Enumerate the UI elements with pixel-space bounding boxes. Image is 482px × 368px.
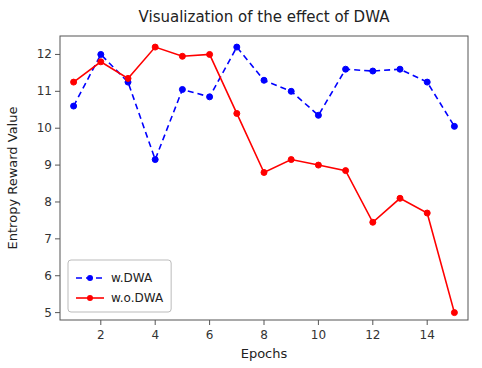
y-tick-label: 7 — [44, 232, 52, 246]
x-tick-label: 6 — [206, 328, 214, 342]
y-tick — [55, 128, 60, 129]
chart: 2 4 6 8 10 12 14 5 6 7 8 9 10 11 12 Visualization of th… — [0, 0, 482, 368]
series-line — [74, 47, 455, 159]
x-axis-label: Epochs — [241, 346, 288, 361]
y-tick-label: 10 — [37, 121, 52, 135]
series-group — [71, 44, 458, 316]
series-point — [451, 310, 457, 316]
x-tick-label: 4 — [151, 328, 159, 342]
legend-marker — [87, 295, 93, 301]
x-tick-label: 2 — [97, 328, 105, 342]
x-tick — [209, 320, 210, 325]
series-point — [370, 68, 376, 74]
series-point — [397, 66, 403, 72]
y-tick-label: 8 — [44, 195, 52, 209]
series-point — [207, 94, 213, 100]
series-point — [397, 195, 403, 201]
series-point — [98, 59, 104, 65]
series-point — [288, 88, 294, 94]
plot-frame — [60, 36, 468, 320]
series-point — [451, 123, 457, 129]
legend-label: w.DWA — [111, 271, 153, 285]
x-tick — [155, 320, 156, 325]
series-point — [98, 51, 104, 57]
x-tick-label: 10 — [311, 328, 326, 342]
series-point — [71, 103, 77, 109]
series-point — [261, 169, 267, 175]
series-point — [424, 210, 430, 216]
x-tick-label: 14 — [420, 328, 435, 342]
series-point — [179, 86, 185, 92]
x-tick — [427, 320, 428, 325]
series-point — [261, 77, 267, 83]
y-tick — [55, 238, 60, 239]
legend: w.DWA w.o.DWA — [68, 260, 171, 312]
series-point — [343, 168, 349, 174]
title: Visualization of the effect of DWA — [139, 8, 391, 26]
legend-box — [68, 260, 171, 312]
series-point — [315, 112, 321, 118]
y-tick-label: 6 — [44, 269, 52, 283]
series-point — [288, 157, 294, 163]
x-tick-label: 12 — [365, 328, 380, 342]
y-tick — [55, 275, 60, 276]
series-point — [370, 219, 376, 225]
y-tick-label: 11 — [37, 84, 52, 98]
series-point — [343, 66, 349, 72]
axes: 2 4 6 8 10 12 14 5 6 7 8 9 10 11 12 — [37, 47, 435, 342]
y-axis-label: Entropy Reward Value — [5, 107, 20, 250]
y-tick — [55, 165, 60, 166]
y-tick — [55, 201, 60, 202]
y-tick — [55, 54, 60, 55]
x-tick — [318, 320, 319, 325]
series-point — [234, 44, 240, 50]
x-tick — [100, 320, 101, 325]
series-point — [71, 79, 77, 85]
y-tick-label: 9 — [44, 158, 52, 172]
series-point — [152, 44, 158, 50]
series-point — [125, 75, 131, 81]
y-tick — [55, 312, 60, 313]
series-point — [207, 51, 213, 57]
series-line — [74, 47, 455, 313]
series-point — [234, 110, 240, 116]
y-tick-label: 5 — [44, 306, 52, 320]
plot-background — [60, 36, 468, 320]
series-point — [315, 162, 321, 168]
page: {"chart_data": {"type": "line", "title":… — [0, 0, 482, 368]
x-tick — [264, 320, 265, 325]
legend-label: w.o.DWA — [111, 291, 164, 305]
y-tick — [55, 91, 60, 92]
y-tick-label: 12 — [37, 47, 52, 61]
legend-marker — [87, 275, 93, 281]
x-tick — [372, 320, 373, 325]
series-point — [152, 157, 158, 163]
x-tick-label: 8 — [260, 328, 268, 342]
series-point — [424, 79, 430, 85]
series-point — [179, 53, 185, 59]
